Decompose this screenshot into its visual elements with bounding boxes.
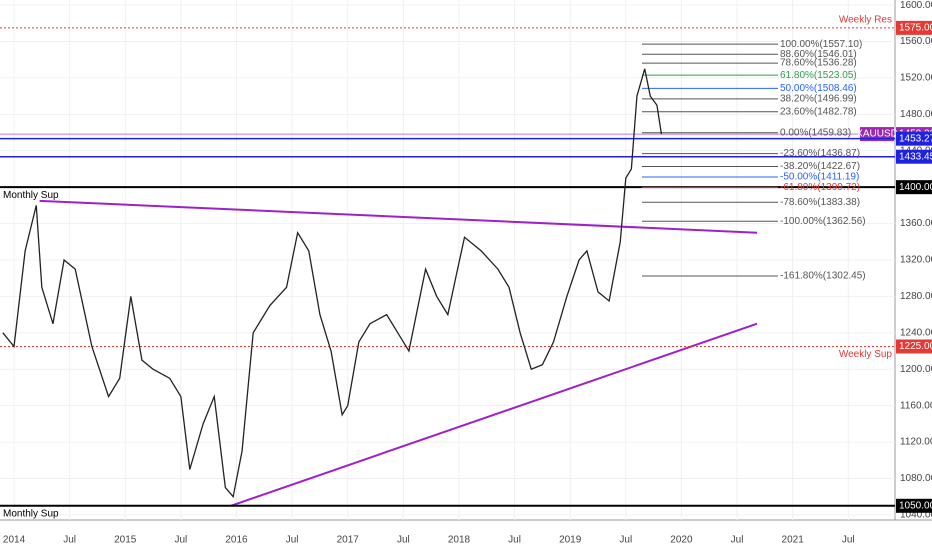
price-tag-label: 1433.45: [899, 151, 932, 162]
y-tick-label: 1240.00: [900, 327, 932, 338]
x-tick-label: 2014: [3, 535, 26, 546]
y-tick-label: 1160.00: [900, 400, 932, 411]
price-tag-label: 1225.00: [899, 341, 932, 352]
x-tick-label: 2018: [448, 535, 471, 546]
fib-label: 61.80%(1523.05): [780, 70, 857, 81]
price-tag: [896, 339, 932, 354]
x-tick-label: Jul: [397, 535, 410, 546]
fib-label: 38.20%(1496.99): [780, 94, 857, 105]
fib-label: -100.00%(1362.56): [780, 216, 866, 227]
x-tick-label: Jul: [619, 535, 632, 546]
y-tick-label: 1280.00: [900, 291, 932, 302]
fib-label: 78.60%(1536.28): [780, 58, 857, 69]
fib-label: -61.80%(1399.72): [780, 182, 860, 193]
y-tick-label: 1200.00: [900, 364, 932, 375]
level-label: Weekly Sup: [839, 349, 893, 360]
y-tick-label: 1360.00: [900, 218, 932, 229]
x-tick-label: Jul: [286, 535, 299, 546]
level-label: Monthly Sup: [3, 190, 59, 201]
y-tick-label: 1560.00: [900, 36, 932, 47]
price-tag: [896, 498, 932, 513]
y-tick-label: 1080.00: [900, 473, 932, 484]
price-tag: [896, 131, 932, 146]
fib-label: -78.60%(1383.38): [780, 197, 860, 208]
price-tag-label: 1575.00: [899, 22, 932, 33]
x-tick-label: 2020: [670, 535, 693, 546]
level-label: Weekly Res: [839, 14, 892, 25]
fib-label: -23.60%(1436.87): [780, 148, 860, 159]
x-tick-label: 2015: [114, 535, 137, 546]
y-tick-label: 1600.00: [900, 0, 932, 11]
fib-label: 50.00%(1508.46): [780, 83, 857, 94]
x-tick-label: 2016: [225, 535, 248, 546]
x-tick-label: Jul: [842, 535, 855, 546]
x-tick-label: Jul: [731, 535, 744, 546]
price-tag: [896, 20, 932, 35]
price-line: [2, 68, 663, 499]
trendline: [39, 199, 758, 234]
price-tag: [896, 149, 932, 164]
x-tick-label: 2019: [559, 535, 582, 546]
x-tick-label: 2021: [782, 535, 805, 546]
y-tick-label: 1520.00: [900, 73, 932, 84]
y-tick-label: 1480.00: [900, 109, 932, 120]
fib-label: -38.20%(1422.67): [780, 161, 860, 172]
price-tag-label: 1453.27: [899, 133, 932, 144]
fib-label: -50.00%(1411.19): [780, 172, 859, 183]
y-tick-label: 1120.00: [900, 437, 932, 448]
price-tag-label: 1050.00: [899, 500, 932, 511]
fib-label: 0.00%(1459.83): [780, 127, 851, 138]
price-tag-label: 1400.00: [899, 182, 932, 193]
x-tick-label: Jul: [174, 535, 187, 546]
price-tag: [896, 180, 932, 195]
x-tick-label: 2017: [337, 535, 360, 546]
fib-label: 100.00%(1557.10): [780, 39, 862, 50]
symbol-label: XAUUSD: [856, 129, 898, 140]
fib-label: 88.60%(1546.01): [780, 49, 857, 60]
x-tick-label: Jul: [508, 535, 521, 546]
x-tick-label: Jul: [63, 535, 76, 546]
fib-label: -161.80%(1302.45): [780, 271, 866, 282]
symbol-tag: [860, 127, 894, 142]
y-tick-label: 1040.00: [900, 510, 932, 521]
y-tick-label: 1320.00: [900, 255, 932, 266]
level-label: Monthly Sup: [3, 508, 59, 519]
fib-label: 23.60%(1482.78): [780, 106, 857, 117]
trendline: [230, 322, 758, 507]
